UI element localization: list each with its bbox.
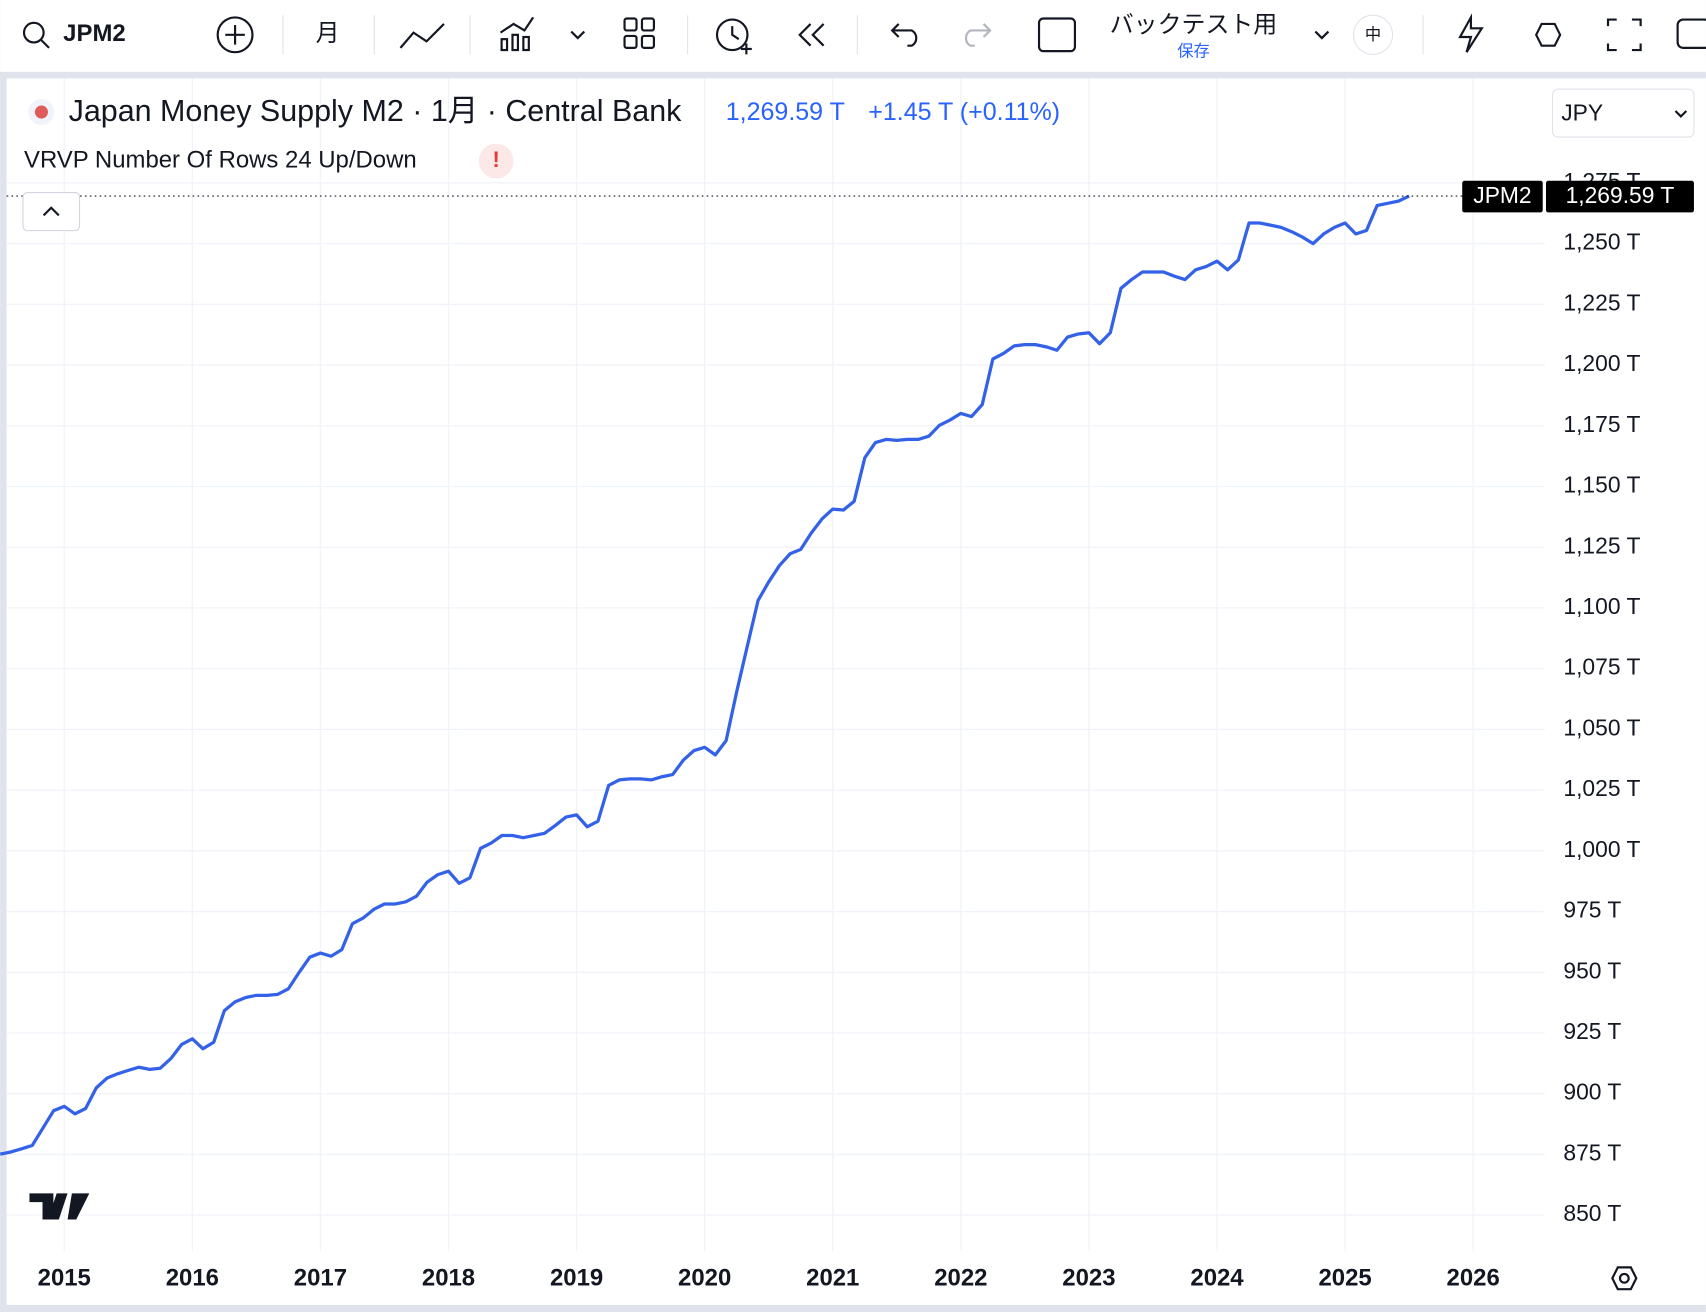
y-tick-label: 1,100 T <box>1563 593 1640 619</box>
price-tag-label: 1,269.59 T <box>1566 182 1675 208</box>
y-tick-label: 850 T <box>1563 1200 1621 1226</box>
change: +1.45 T (+0.11%) <box>868 98 1060 126</box>
fullscreen-button[interactable] <box>1606 18 1642 52</box>
collapse-button[interactable] <box>22 192 81 232</box>
axis-settings[interactable] <box>1611 1266 1638 1291</box>
series-name: JPM2 <box>1473 182 1531 208</box>
chart-title: Japan Money Supply M2 · 1月 · Central Ban… <box>69 94 683 128</box>
x-tick-label: 2023 <box>1062 1265 1115 1292</box>
price-tag <box>1545 180 1694 213</box>
currency[interactable]: JPY <box>1561 99 1603 125</box>
y-tick-label: 900 T <box>1563 1079 1621 1105</box>
lang-label[interactable]: 中 <box>1365 26 1381 44</box>
logo <box>29 1193 90 1220</box>
currency-select[interactable] <box>1551 88 1695 138</box>
x-tick-label: 2025 <box>1318 1265 1371 1292</box>
y-tick-label: 1,150 T <box>1563 472 1640 498</box>
y-tick-label: 875 T <box>1563 1139 1621 1165</box>
x-tick-label: 2017 <box>294 1265 347 1292</box>
y-tick-label: 1,175 T <box>1563 411 1640 437</box>
quick-search[interactable] <box>1458 13 1484 53</box>
currency-arrow[interactable] <box>1674 110 1688 118</box>
x-tick-label: 2015 <box>38 1265 91 1292</box>
error-icon[interactable]: ! <box>493 147 500 172</box>
data-line <box>0 194 1410 1156</box>
snapshot-button[interactable] <box>1676 18 1706 49</box>
y-tick-label: 975 T <box>1563 897 1621 923</box>
chart-pane <box>6 78 1706 1306</box>
y-tick-label: 1,075 T <box>1563 654 1640 680</box>
x-tick-label: 2024 <box>1190 1265 1244 1292</box>
y-tick-label: 1,050 T <box>1563 714 1640 740</box>
series-tag <box>1462 180 1543 213</box>
alert-button[interactable] <box>715 18 752 55</box>
indicators-button[interactable] <box>399 23 445 49</box>
x-tick-label: 2026 <box>1447 1265 1500 1292</box>
collapse-icon[interactable] <box>42 206 60 217</box>
y-tick-label: 1,025 T <box>1563 775 1640 801</box>
add-symbol[interactable] <box>216 16 254 54</box>
chart-type-button[interactable] <box>499 16 586 52</box>
save-label[interactable]: 保存 <box>1177 43 1210 61</box>
undo-button[interactable] <box>890 23 918 47</box>
interval[interactable]: 月 <box>316 20 340 47</box>
toolbar <box>0 0 1706 72</box>
rectangle-tool[interactable] <box>1037 17 1077 53</box>
y-tick-label: 1,250 T <box>1563 229 1640 255</box>
y-tick-label: 1,200 T <box>1563 350 1640 376</box>
x-tick-label: 2022 <box>934 1265 987 1292</box>
y-tick-label: 1,125 T <box>1563 532 1640 558</box>
replay-button[interactable] <box>798 23 825 47</box>
layout-button[interactable] <box>623 17 656 49</box>
axis-settings-dot[interactable] <box>1618 1272 1630 1284</box>
x-tick-label: 2020 <box>678 1265 731 1292</box>
symbol[interactable]: JPM2 <box>63 20 125 47</box>
y-tick-label: 1,225 T <box>1563 289 1640 315</box>
y-tick-label: 925 T <box>1563 1018 1621 1044</box>
settings-button[interactable] <box>1534 22 1562 47</box>
last-value: 1,269.59 T <box>726 98 845 126</box>
indicator-error[interactable] <box>478 143 514 179</box>
x-tick-label: 2016 <box>166 1265 219 1292</box>
plot: 850 T 875 T 900 T 925 T 950 T 975 T 1,000 T 1,0… <box>0 78 1706 1307</box>
y-tick-label: 1,000 T <box>1563 836 1640 862</box>
x-tick-label: 2021 <box>806 1265 859 1292</box>
redo-button[interactable] <box>964 23 992 47</box>
x-tick-label: 2018 <box>422 1265 475 1292</box>
x-tick-label: 2019 <box>550 1265 603 1292</box>
lang-button[interactable] <box>1352 14 1394 55</box>
backtest-label[interactable]: バックテスト用 <box>1110 11 1277 38</box>
indicator-label: VRVP Number Of Rows 24 Up/Down <box>24 146 417 173</box>
status-dot <box>34 105 48 119</box>
symbol-search[interactable]: JPM2 <box>22 20 126 49</box>
save-menu[interactable] <box>1314 30 1330 40</box>
y-tick-label: 950 T <box>1563 957 1621 983</box>
